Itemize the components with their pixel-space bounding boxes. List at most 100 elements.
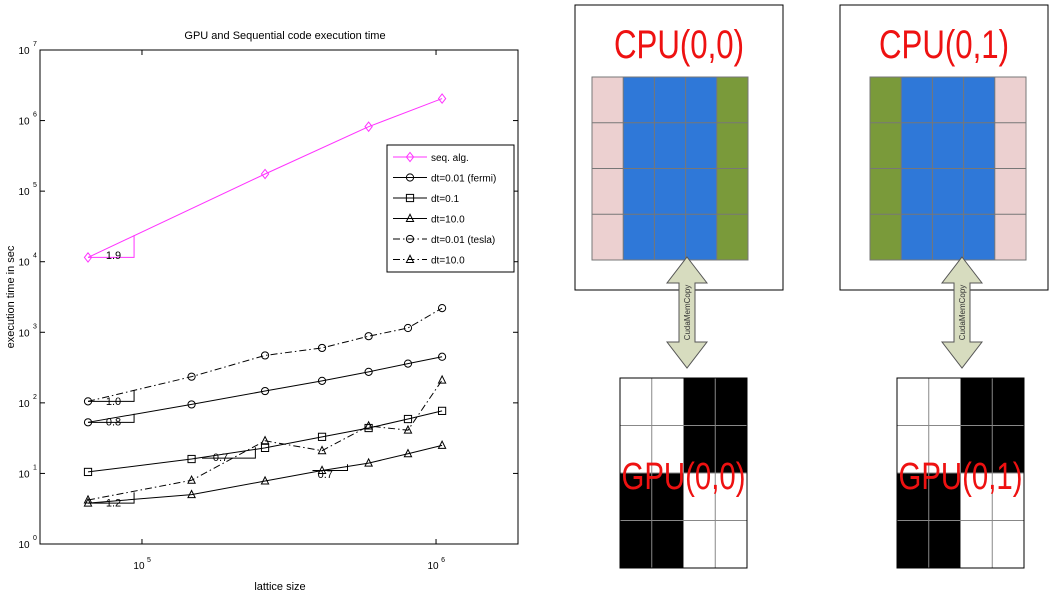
gpu-0-cell-2-3 [715, 473, 747, 521]
y-tick-exponent-2: 2 [33, 394, 37, 401]
series-3-point-5 [403, 448, 413, 458]
series-layer [83, 93, 447, 507]
gpu-0-border [619, 377, 748, 569]
cpu-block-1: CPU(0,1) [839, 4, 1049, 291]
series-2-point-6 [437, 406, 447, 415]
series-1-point-6 [437, 352, 447, 361]
cpu-block-0: CPU(0,0) [574, 4, 784, 291]
legend-entry-1: dt=0.01 (fermi) [393, 173, 496, 185]
series-2-point-1 [187, 454, 196, 464]
gpu-1-cell-1-1 [928, 425, 961, 473]
cudamemcopy-arrow-shape-1 [940, 256, 984, 369]
gpu-1-cell-0-2 [960, 378, 993, 426]
slope-label-0: 1.9 [106, 250, 121, 262]
series-4-point-6 [437, 304, 447, 313]
cpu-0-grid-border [591, 76, 749, 261]
slope-label-1: 1.0 [106, 396, 121, 408]
series-2-point-3 [317, 432, 327, 441]
legend-entry-2: dt=0.1 [393, 193, 460, 205]
x-tick-exponent-0: 5 [147, 557, 151, 564]
y-tick-exponent-6: 6 [33, 112, 37, 119]
y-tick-exponent-5: 5 [33, 182, 37, 189]
series-3-point-1 [187, 489, 196, 499]
gpu-0-cell-0-1 [651, 378, 684, 426]
y-tick-label-3: 10 [18, 328, 30, 339]
slope-triangle-5 [88, 492, 135, 504]
series-1-point-2 [260, 386, 270, 396]
slope-triangle-0 [88, 235, 135, 258]
legend-box [386, 144, 515, 273]
gpu-0-cell-0-3 [715, 378, 747, 426]
series-4-point-1 [187, 372, 196, 381]
series-3 [83, 440, 447, 507]
gpu-0-cell-2-1 [651, 473, 684, 521]
x-tick-label-0: 10 [133, 561, 145, 572]
legend-label-4: dt=0.01 (tesla) [431, 235, 495, 246]
legend-label-2: dt=0.1 [431, 194, 460, 205]
series-4-line [87, 307, 443, 402]
series-3-point-4 [364, 457, 374, 467]
y-tick-label-4: 10 [18, 258, 30, 269]
chart-title: GPU and Sequential code execution time [184, 30, 385, 42]
y-tick-label-6: 10 [18, 117, 30, 128]
y-tick-label-5: 10 [18, 187, 30, 198]
cudamemcopy-arrow-1: CudaMemCopy [940, 256, 984, 369]
slope-triangle-1 [88, 390, 135, 402]
series-1-point-4 [364, 367, 373, 376]
x-tick-exponent-1: 6 [441, 557, 445, 564]
series-2-point-5 [403, 414, 413, 424]
series-1 [83, 352, 447, 427]
legend-marker-3 [405, 213, 415, 222]
slope-annotation-5: 1.2 [88, 492, 135, 509]
gpu-0-cell-0-0 [620, 378, 652, 426]
gpu-0-cell-3-2 [683, 520, 716, 568]
series-5-point-4 [364, 420, 374, 430]
legend-marker-1 [405, 173, 415, 182]
series-5-point-1 [187, 474, 196, 484]
y-tick-label-1: 10 [18, 469, 30, 480]
y-tick-exponent-1: 1 [33, 464, 37, 471]
gpu-0-cell-1-2 [683, 425, 716, 473]
series-0-point-0 [83, 252, 93, 263]
gpu-1-cell-2-2 [960, 473, 993, 521]
gpu-0-cell-2-2 [683, 473, 716, 521]
series-4-point-3 [317, 343, 327, 353]
series-3-point-2 [260, 475, 270, 485]
series-3-point-6 [437, 440, 447, 449]
x-axis-label: lattice size [254, 581, 305, 593]
legend-label-5: dt=10.0 [431, 256, 465, 267]
gpu-1-cell-3-2 [960, 520, 993, 568]
slope-triangle-3 [201, 447, 256, 459]
slope-annotation-0: 1.9 [88, 235, 135, 262]
series-1-point-1 [187, 400, 196, 409]
series-2 [83, 406, 447, 477]
slope-annotation-1: 1.0 [88, 390, 135, 408]
x-tick-label-1: 10 [427, 561, 439, 572]
series-2-point-2 [260, 443, 270, 453]
cpu-block-label-0: CPU(0,0) [614, 23, 744, 67]
gpu-block-1: GPU(0,1) [896, 377, 1025, 569]
series-5-point-6 [437, 374, 447, 384]
series-3-line [87, 444, 443, 504]
legend-label-3: dt=10.0 [431, 215, 465, 226]
gpu-1-cell-0-1 [928, 378, 961, 426]
legend-entry-0: seq. alg. [393, 151, 469, 164]
series-5-point-2 [260, 435, 270, 445]
series-4-point-4 [364, 332, 373, 341]
y-axis-label: execution time in sec [5, 245, 17, 348]
legend-entry-5: dt=10.0 [393, 254, 465, 267]
gpu-0-cell-1-0 [620, 425, 652, 473]
cudamemcopy-label-0: CudaMemCopy [683, 285, 692, 341]
gpu-1-cell-2-0 [897, 473, 929, 521]
series-3-point-3 [317, 465, 327, 475]
legend-marker-0 [405, 151, 415, 163]
gpu-block-label-1: GPU(0,1) [899, 456, 1023, 498]
execution-time-chart: GPU and Sequential code execution time 1… [5, 30, 519, 593]
gpu-block-label-0: GPU(0,0) [622, 456, 746, 498]
y-tick-exponent-4: 4 [33, 253, 37, 260]
series-4 [83, 304, 447, 406]
slope-annotation-3: 0.7 [201, 447, 256, 464]
cpu-1-grid-border [869, 76, 1027, 261]
